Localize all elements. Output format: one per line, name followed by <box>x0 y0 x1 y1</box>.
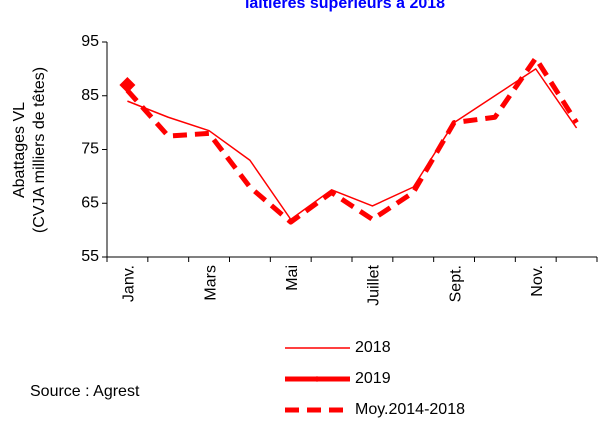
series-line <box>127 68 578 221</box>
x-tick-label: Janv. <box>121 265 138 302</box>
x-tick-label: Sept. <box>447 265 464 302</box>
legend-label: Moy.2014-2018 <box>355 401 465 418</box>
y-tick-label: 85 <box>81 87 99 104</box>
series-line <box>125 55 579 225</box>
series-marker <box>119 77 136 93</box>
x-tick-label: Nov. <box>529 265 546 297</box>
y-axis-label: (CVJA milliers de têtes) <box>31 67 48 233</box>
legend-label: 2018 <box>355 339 391 356</box>
y-axis-label: Abattages VL <box>11 102 28 198</box>
x-tick-label: Mai <box>284 265 301 291</box>
x-tick-label: Mars <box>202 265 219 301</box>
y-tick-label: 75 <box>81 141 99 158</box>
legend-marker <box>314 376 320 382</box>
y-tick-label: 95 <box>81 33 99 50</box>
x-tick-label: Juillet <box>366 264 383 305</box>
chart-title: laitières supérieurs à 2018 <box>245 0 445 12</box>
y-tick-label: 55 <box>81 248 99 265</box>
y-tick-label: 65 <box>81 194 99 211</box>
source: Source : Agrest <box>30 383 140 400</box>
legend-label: 2019 <box>355 370 391 387</box>
